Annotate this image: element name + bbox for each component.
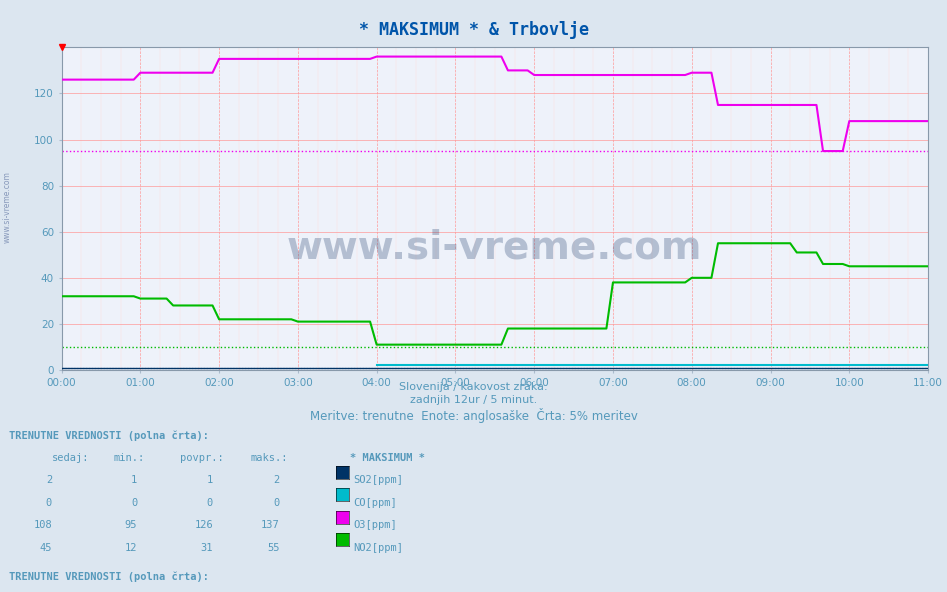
Text: 12: 12 (125, 543, 137, 553)
Text: NO2[ppm]: NO2[ppm] (353, 543, 403, 553)
Text: O3[ppm]: O3[ppm] (353, 520, 397, 530)
Text: 108: 108 (33, 520, 52, 530)
Text: Slovenija / kakovost zraka.: Slovenija / kakovost zraka. (400, 382, 547, 392)
Text: maks.:: maks.: (251, 453, 289, 463)
Text: 0: 0 (45, 498, 52, 508)
Text: 0: 0 (273, 498, 279, 508)
Text: 1: 1 (206, 475, 213, 485)
Text: min.:: min.: (114, 453, 145, 463)
Text: CO[ppm]: CO[ppm] (353, 498, 397, 508)
Text: TRENUTNE VREDNOSTI (polna črta):: TRENUTNE VREDNOSTI (polna črta): (9, 430, 209, 441)
Text: * MAKSIMUM *: * MAKSIMUM * (350, 453, 425, 463)
Text: 0: 0 (206, 498, 213, 508)
Text: sedaj:: sedaj: (52, 453, 90, 463)
Text: SO2[ppm]: SO2[ppm] (353, 475, 403, 485)
Text: 31: 31 (201, 543, 213, 553)
Text: www.si-vreme.com: www.si-vreme.com (3, 171, 12, 243)
Text: 55: 55 (267, 543, 279, 553)
Text: 137: 137 (260, 520, 279, 530)
Text: * MAKSIMUM * & Trbovlje: * MAKSIMUM * & Trbovlje (359, 21, 588, 38)
Text: TRENUTNE VREDNOSTI (polna črta):: TRENUTNE VREDNOSTI (polna črta): (9, 571, 209, 582)
Text: povpr.:: povpr.: (180, 453, 223, 463)
Text: 45: 45 (40, 543, 52, 553)
Text: 2: 2 (273, 475, 279, 485)
Text: 1: 1 (131, 475, 137, 485)
Text: zadnjih 12ur / 5 minut.: zadnjih 12ur / 5 minut. (410, 395, 537, 405)
Text: 126: 126 (194, 520, 213, 530)
Text: www.si-vreme.com: www.si-vreme.com (287, 229, 703, 266)
Text: 2: 2 (45, 475, 52, 485)
Text: 0: 0 (131, 498, 137, 508)
Text: 95: 95 (125, 520, 137, 530)
Text: Meritve: trenutne  Enote: anglosaške  Črta: 5% meritev: Meritve: trenutne Enote: anglosaške Črta… (310, 408, 637, 423)
